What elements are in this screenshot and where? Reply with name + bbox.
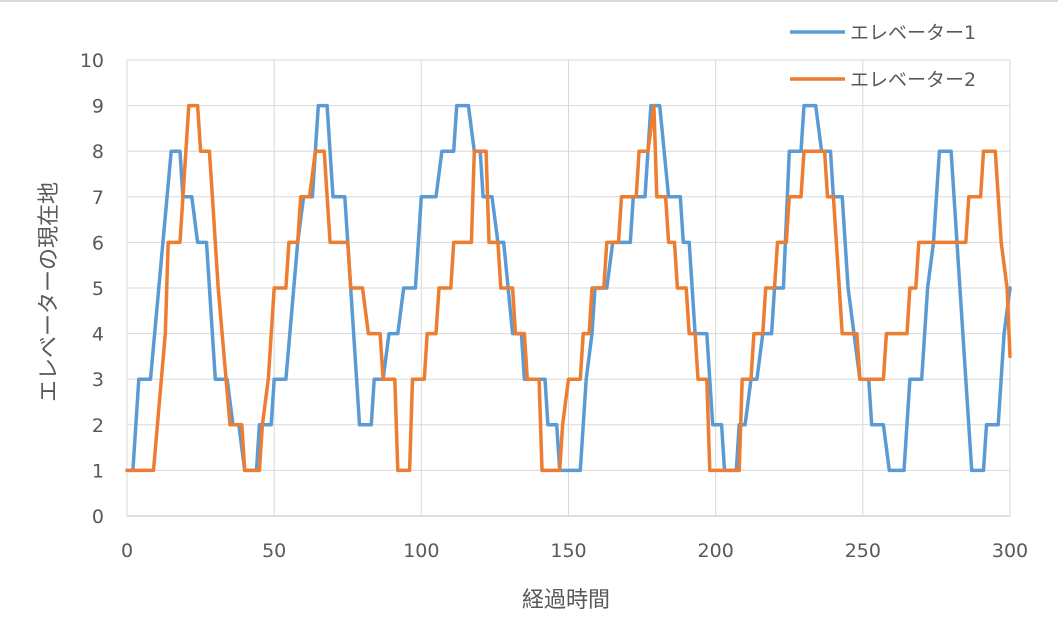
- y-axis-title: エレベーターの現在地: [37, 182, 62, 402]
- y-tick-label: 10: [80, 50, 104, 72]
- y-tick-label: 1: [92, 460, 104, 482]
- y-tick-label: 2: [92, 415, 104, 437]
- x-tick-label: 50: [262, 540, 286, 562]
- y-axis-ticks: 0 1 2 3 4 5 6 7 8 9 10: [80, 50, 104, 528]
- x-tick-label: 250: [845, 540, 881, 562]
- x-tick-label: 100: [403, 540, 439, 562]
- y-tick-label: 0: [92, 506, 104, 528]
- x-tick-label: 150: [550, 540, 586, 562]
- series-lines: [125, 103, 1012, 473]
- x-tick-label: 200: [698, 540, 734, 562]
- x-tick-label: 0: [121, 540, 133, 562]
- x-axis-title: 経過時間: [522, 588, 610, 613]
- y-tick-label: 7: [92, 187, 104, 209]
- legend-label-1: エレベーター1: [850, 22, 976, 44]
- legend-label-2: エレベーター2: [850, 69, 976, 91]
- y-tick-label: 3: [92, 369, 104, 391]
- series-line-2: [125, 103, 1012, 473]
- legend: エレベーター1 エレベーター2: [790, 22, 976, 91]
- y-tick-label: 6: [92, 232, 104, 254]
- x-axis-ticks: 0 50 100 150 200 250 300: [121, 540, 1028, 562]
- y-tick-label: 4: [92, 324, 104, 346]
- x-tick-label: 300: [992, 540, 1028, 562]
- y-tick-label: 8: [92, 141, 104, 163]
- y-tick-label: 9: [92, 96, 104, 118]
- series-line-1: [125, 103, 1012, 473]
- y-tick-label: 5: [92, 278, 104, 300]
